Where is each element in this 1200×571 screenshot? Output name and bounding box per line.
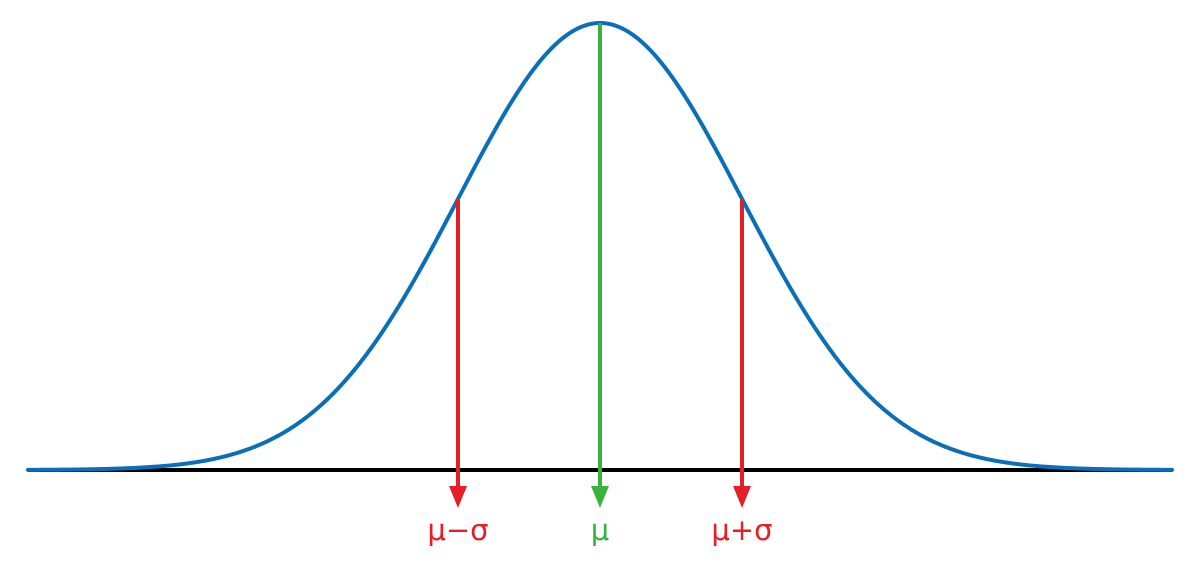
label-mu: μ [591, 513, 609, 547]
label-mu-plus-sigma: μ+σ [711, 513, 772, 547]
arrow-mu-minus-sigma-head [449, 486, 467, 508]
arrow-mu-plus-sigma-head [733, 486, 751, 508]
marker-group: μ−σ μ μ+σ [427, 23, 773, 547]
label-mu-minus-sigma: μ−σ [427, 513, 488, 547]
arrow-mu-head [591, 486, 609, 508]
